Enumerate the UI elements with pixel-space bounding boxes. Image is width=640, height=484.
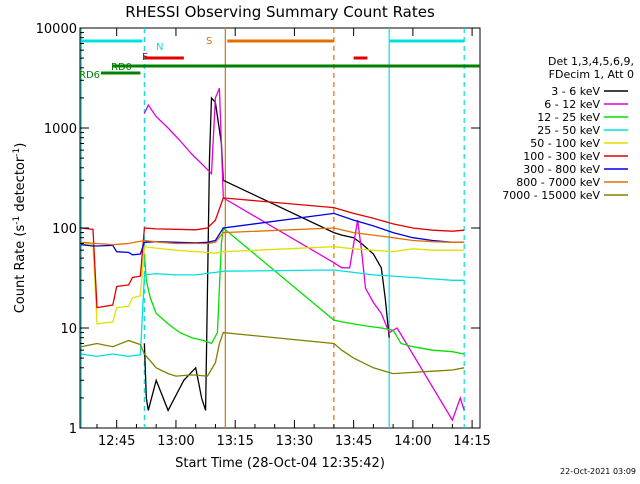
- y-axis-label-sup1: -1: [12, 216, 22, 225]
- legend-label-2: 6 - 12 keV: [544, 98, 600, 111]
- legend-label-8: 800 - 7000 keV: [516, 176, 600, 189]
- y-axis-label-sup2: -1: [12, 148, 22, 157]
- series-line-1: [143, 96, 390, 412]
- x-tick-label-5: 13:45: [335, 434, 372, 449]
- series-line-2: [143, 87, 465, 422]
- legend-label-5: 50 - 100 keV: [530, 137, 600, 150]
- flag-bars: N S F RD0 RD6: [79, 36, 480, 81]
- flag-label-2: N: [156, 42, 163, 53]
- legend-label-4: 25 - 50 keV: [537, 124, 600, 137]
- series-line-9: [81, 331, 465, 377]
- legend-label-6: 100 - 300 keV: [523, 150, 600, 163]
- legend-label-3: 12 - 25 keV: [537, 111, 600, 124]
- x-tick-label-7: 14:15: [453, 434, 490, 449]
- axis-ticks: 12:45 13:00 13:15 13:30 13:45 14:00 14:15 1 10 10…: [36, 22, 491, 449]
- vertical-markers: [80, 28, 465, 428]
- legend-header-line2: FDecim 1, Att 0: [549, 68, 634, 81]
- flag-label-3: S: [206, 36, 212, 47]
- series-line-8: [81, 227, 465, 246]
- y-tick-label-1: 1: [69, 422, 77, 437]
- x-tick-label-1: 12:45: [98, 434, 135, 449]
- flag-label-6: RD6: [79, 70, 100, 81]
- x-axis-label: Start Time (28-Oct-04 12:35:42): [175, 456, 385, 471]
- x-tick-label-3: 13:15: [216, 434, 253, 449]
- series-line-4: [81, 269, 465, 358]
- legend-label-1: 3 - 6 keV: [551, 85, 600, 98]
- x-tick-label-6: 14:00: [394, 434, 431, 449]
- y-tick-label-4: 1000: [44, 122, 77, 137]
- y-axis-label-main: Count Rate (s: [13, 225, 28, 314]
- chart-title: RHESSI Observing Summary Count Rates: [125, 3, 435, 21]
- y-axis-label-end: ): [13, 143, 28, 148]
- y-axis-label: Count Rate (s-1 detector-1): [12, 143, 28, 314]
- flag-label-4: F: [142, 52, 148, 63]
- legend: Det 1,3,4,5,6,9, FDecim 1, Att 0 3 - 6 k…: [502, 55, 634, 202]
- legend-label-9: 7000 - 15000 keV: [502, 189, 600, 202]
- y-axis-label-mid: detector: [13, 156, 28, 216]
- plot-area: N S F RD0 RD6 12:45 13:00 13:15 13:30 13:45 14:00…: [36, 22, 491, 449]
- x-tick-label-2: 13:00: [157, 434, 194, 449]
- series-line-5: [81, 242, 465, 325]
- footer-date: 22-Oct-2021 03:09: [560, 467, 636, 476]
- series-lines: [81, 87, 465, 422]
- legend-header-line1: Det 1,3,4,5,6,9,: [548, 55, 634, 68]
- y-tick-label-2: 10: [60, 322, 77, 337]
- flag-label-5: RD0: [111, 62, 132, 73]
- y-tick-label-5: 10000: [36, 22, 77, 37]
- x-tick-label-4: 13:30: [276, 434, 313, 449]
- legend-label-7: 300 - 800 keV: [523, 163, 600, 176]
- y-tick-label-3: 100: [52, 222, 77, 237]
- series-line-6: [81, 197, 465, 309]
